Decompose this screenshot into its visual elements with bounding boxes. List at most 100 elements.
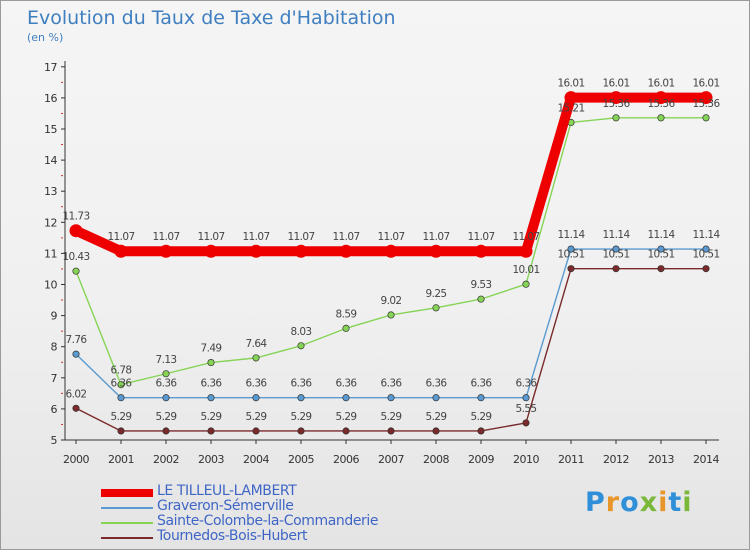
y-tick-label: 11 [44,247,57,260]
data-point [252,427,260,435]
data-label: 11.07 [287,231,314,243]
x-tick-label: 2004 [243,453,269,466]
data-point [567,265,575,273]
data-label: 10.51 [557,249,584,261]
data-label: 11.07 [107,231,134,243]
data-point [162,427,170,435]
y-tick-label: 13 [44,185,57,198]
legend-label: Tournedos-Bois-Hubert [157,528,308,544]
y-tick-label: 12 [44,216,57,229]
data-label: 11.07 [152,231,179,243]
data-label: 6.36 [381,378,403,390]
legend-swatch [101,522,153,524]
data-label: 11.07 [467,231,494,243]
data-point [162,370,170,378]
data-label: 6.02 [66,388,87,400]
data-label: 5.55 [516,403,537,415]
data-point [477,394,485,402]
data-label: 6.36 [471,378,493,390]
x-tick-label: 2000 [63,453,89,466]
data-point [699,91,713,105]
data-label: 6.36 [291,378,313,390]
y-tick-label: 16 [44,92,57,105]
data-point [294,244,308,258]
data-point [72,350,80,358]
x-tick-label: 2009 [468,453,494,466]
y-tick-label: 9 [51,310,58,323]
data-point [297,394,305,402]
data-label: 15.36 [692,98,720,110]
data-point [564,91,578,105]
data-label: 6.36 [201,378,223,390]
y-tick-label: 7 [51,372,58,385]
y-tick-label: 15 [44,123,57,136]
data-point [702,114,710,122]
data-label: 16.01 [692,78,719,90]
data-point [117,427,125,435]
data-point [162,394,170,402]
data-label: 5.29 [111,411,132,423]
data-label: 6.36 [246,378,268,390]
data-point [702,265,710,273]
data-label: 11.73 [62,211,89,223]
y-tick-label: 8 [51,341,58,354]
data-point [612,265,620,273]
legend-label: Sainte-Colombe-la-Commanderie [157,513,379,529]
data-point [657,245,665,253]
data-label: 11.07 [332,231,359,243]
data-point [252,354,260,362]
data-label: 5.29 [471,411,492,423]
x-tick-label: 2006 [333,453,359,466]
y-tick-label: 14 [44,154,57,167]
data-point [72,267,80,275]
data-point [387,427,395,435]
data-point [384,244,398,258]
data-point [612,114,620,122]
data-label: 8.59 [336,308,357,320]
data-label: 16.01 [602,78,629,90]
data-label: 11.14 [602,229,630,241]
data-point [522,280,530,288]
data-point [297,427,305,435]
data-label: 7.49 [201,343,222,355]
data-label: 15.36 [647,98,675,110]
data-label: 5.29 [336,411,357,423]
data-label: 8.03 [291,326,312,338]
x-tick-label: 2002 [153,453,179,466]
data-point [297,342,305,350]
data-label: 6.36 [156,378,178,390]
data-label: 10.51 [692,249,719,261]
data-label: 9.25 [426,288,447,300]
x-tick-label: 2014 [693,453,719,466]
legend-label: Graveron-Sémerville [157,498,294,514]
data-point [609,91,623,105]
data-point [387,311,395,319]
data-label: 10.43 [62,251,89,263]
data-point [69,224,83,238]
data-label: 11.07 [512,231,539,243]
data-label: 11.07 [377,231,404,243]
proxiti-logo: Proxiti [585,487,693,518]
data-point [612,245,620,253]
data-point [567,245,575,253]
x-tick-label: 2012 [603,453,629,466]
data-point [432,394,440,402]
data-label: 9.53 [471,279,492,291]
data-label: 16.01 [557,78,584,90]
x-tick-label: 2010 [513,453,539,466]
data-label: 6.36 [336,378,358,390]
data-label: 7.76 [66,334,88,346]
legend-swatch [101,537,153,539]
data-label: 7.13 [156,354,177,366]
data-point [477,427,485,435]
data-label: 6.78 [111,365,132,377]
data-point [387,394,395,402]
legend-label: LE TILLEUL-LAMBERT [157,483,297,499]
data-point [117,381,125,389]
x-tick-label: 2008 [423,453,449,466]
x-tick-label: 2003 [198,453,224,466]
data-point [477,295,485,303]
data-point [249,244,263,258]
x-tick-label: 2011 [558,453,584,466]
